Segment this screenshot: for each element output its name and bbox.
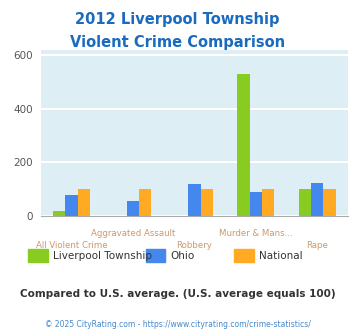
Bar — [127, 201, 139, 216]
Bar — [65, 195, 78, 216]
Bar — [262, 189, 274, 216]
Bar — [250, 192, 262, 216]
Text: All Violent Crime: All Violent Crime — [36, 241, 107, 250]
Bar — [237, 74, 250, 216]
Bar — [188, 184, 201, 216]
Text: 2012 Liverpool Township: 2012 Liverpool Township — [75, 12, 280, 26]
Bar — [311, 182, 323, 216]
Text: Rape: Rape — [306, 241, 328, 250]
Text: Aggravated Assault: Aggravated Assault — [91, 229, 175, 238]
Text: Liverpool Township: Liverpool Township — [53, 251, 152, 261]
Bar — [323, 189, 335, 216]
Bar — [139, 189, 151, 216]
Bar — [53, 211, 65, 216]
Text: Ohio: Ohio — [170, 251, 195, 261]
Text: Violent Crime Comparison: Violent Crime Comparison — [70, 35, 285, 50]
Text: © 2025 CityRating.com - https://www.cityrating.com/crime-statistics/: © 2025 CityRating.com - https://www.city… — [45, 320, 310, 329]
Bar — [78, 189, 90, 216]
Text: Murder & Mans...: Murder & Mans... — [219, 229, 293, 238]
Text: Compared to U.S. average. (U.S. average equals 100): Compared to U.S. average. (U.S. average … — [20, 289, 335, 299]
Text: Robbery: Robbery — [176, 241, 212, 250]
Text: National: National — [259, 251, 303, 261]
Bar — [299, 189, 311, 216]
Bar — [201, 189, 213, 216]
